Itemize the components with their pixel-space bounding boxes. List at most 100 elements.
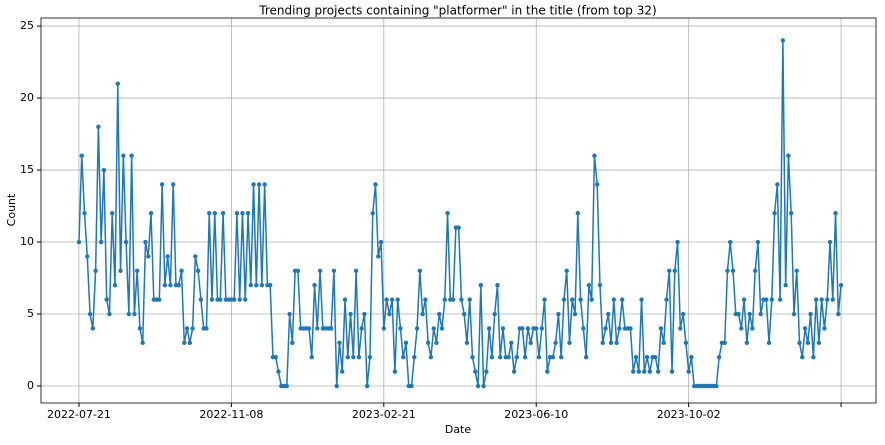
y-tick-label: 20 <box>20 91 34 104</box>
point <box>600 340 605 346</box>
point <box>520 326 525 331</box>
point <box>104 297 109 302</box>
point <box>356 355 362 360</box>
point <box>284 383 290 389</box>
point <box>678 326 683 331</box>
point <box>617 326 622 331</box>
point <box>309 355 314 360</box>
point <box>251 182 256 187</box>
point <box>644 355 650 360</box>
point <box>797 340 802 346</box>
x-tick-label: 2023-06-10 <box>504 408 568 421</box>
point <box>195 268 201 274</box>
point <box>101 167 107 173</box>
point <box>816 340 822 346</box>
point <box>664 297 669 302</box>
point <box>722 340 727 346</box>
point <box>589 297 594 302</box>
point <box>110 211 115 216</box>
point <box>786 153 791 158</box>
point <box>561 297 567 302</box>
point <box>276 369 281 374</box>
point <box>359 326 364 331</box>
point <box>420 311 425 317</box>
point <box>592 153 597 158</box>
point <box>428 355 434 360</box>
x-axis-label: Date <box>445 423 472 436</box>
point <box>231 297 237 302</box>
point <box>475 383 481 389</box>
point <box>595 182 600 187</box>
point <box>739 326 744 331</box>
point <box>445 211 450 216</box>
point <box>312 283 317 288</box>
point <box>597 283 603 288</box>
point <box>439 326 445 331</box>
point <box>389 297 395 302</box>
point <box>401 355 406 360</box>
point <box>583 355 589 360</box>
point <box>564 268 569 274</box>
y-tick-label: 25 <box>20 19 34 32</box>
point <box>614 340 619 346</box>
point <box>636 369 641 374</box>
point <box>143 239 148 245</box>
point <box>170 182 176 187</box>
point <box>434 340 439 346</box>
point <box>747 311 752 317</box>
point <box>619 297 625 302</box>
point <box>586 283 592 288</box>
point <box>459 297 464 302</box>
point <box>146 254 151 259</box>
point <box>193 254 198 259</box>
point <box>492 311 497 317</box>
point <box>243 297 248 302</box>
point <box>714 383 719 389</box>
point <box>387 311 392 317</box>
point <box>273 355 278 360</box>
point <box>187 340 193 346</box>
point <box>780 38 786 43</box>
point <box>550 355 556 360</box>
point <box>509 340 514 346</box>
point <box>115 81 120 86</box>
point <box>805 340 811 346</box>
point <box>290 340 295 346</box>
y-tick-label: 10 <box>20 235 34 248</box>
point <box>500 326 506 331</box>
point <box>728 239 733 245</box>
point <box>437 311 442 317</box>
point <box>534 326 539 331</box>
point <box>98 239 104 245</box>
point <box>240 211 245 216</box>
point <box>522 355 528 360</box>
point <box>672 268 678 274</box>
point <box>237 297 242 302</box>
point <box>744 340 750 346</box>
point <box>254 283 259 288</box>
point <box>766 340 772 346</box>
point <box>811 355 816 360</box>
point <box>800 355 805 360</box>
point <box>126 311 132 317</box>
point <box>409 383 414 389</box>
point <box>134 268 140 274</box>
point <box>802 326 808 331</box>
point <box>791 311 797 317</box>
point <box>822 326 827 331</box>
point <box>813 297 819 302</box>
point <box>683 340 689 346</box>
point <box>207 211 212 216</box>
y-axis-label: Count <box>5 193 18 226</box>
point <box>647 369 653 374</box>
point <box>337 340 342 346</box>
point <box>425 340 431 346</box>
point <box>442 297 447 302</box>
point <box>414 326 420 331</box>
point <box>783 283 788 288</box>
point <box>367 355 373 360</box>
point <box>132 311 137 317</box>
point <box>431 326 436 331</box>
